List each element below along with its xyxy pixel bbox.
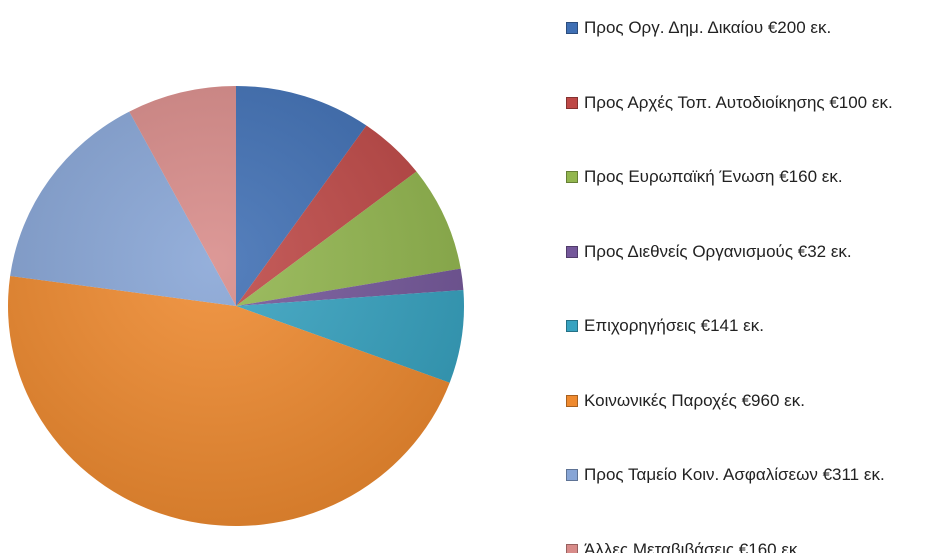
legend-label: Άλλες Μεταβιβάσεις €160 εκ. (584, 539, 803, 553)
legend-swatch (566, 245, 578, 258)
legend-label: Προς Οργ. Δημ. Δικαίου €200 εκ. (584, 18, 832, 37)
pie-chart (8, 86, 464, 526)
legend-label: Κοινωνικές Παροχές €960 εκ. (584, 390, 805, 410)
legend-entry: Προς Ταμείο Κοιν. Ασφαλίσεων €311 εκ. (566, 462, 924, 488)
legend-entry: Προς Οργ. Δημ. Δικαίου €200 εκ. (566, 15, 924, 41)
legend-swatch (566, 543, 578, 553)
legend-swatch (566, 320, 578, 332)
legend-label: Προς Ταμείο Κοιν. Ασφαλίσεων €311 εκ. (584, 465, 885, 484)
legend-entry: Κοινωνικές Παροχές €960 εκ. (566, 388, 924, 414)
legend-label: Προς Αρχές Τοπ. Αυτοδιοίκησης €100 εκ. (584, 92, 893, 112)
legend-entry: Άλλες Μεταβιβάσεις €160 εκ. (566, 537, 924, 553)
legend-entry: Προς Διεθνείς Οργανισμούς €32 εκ. (566, 239, 924, 265)
legend-swatch (566, 394, 578, 407)
legend-label: Προς Ευρωπαϊκή Ένωση €160 εκ. (584, 167, 843, 186)
legend-swatch (566, 22, 578, 34)
legend-swatch (566, 171, 578, 183)
legend-entry: Επιχορηγήσεις €141 εκ. (566, 313, 924, 339)
pie-shading (8, 86, 464, 526)
legend-entry: Προς Αρχές Τοπ. Αυτοδιοίκησης €100 εκ. (566, 90, 924, 116)
legend-swatch (566, 96, 578, 109)
legend-label: Επιχορηγήσεις €141 εκ. (584, 316, 764, 335)
legend-label: Προς Διεθνείς Οργανισμούς €32 εκ. (584, 241, 852, 261)
legend-entry: Προς Ευρωπαϊκή Ένωση €160 εκ. (566, 164, 924, 190)
legend-swatch (566, 469, 578, 481)
